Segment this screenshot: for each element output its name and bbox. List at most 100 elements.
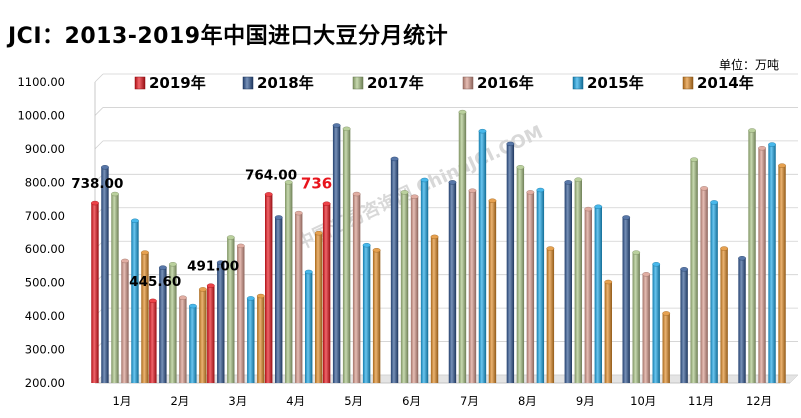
bar bbox=[275, 217, 283, 383]
x-tick-label: 2月 bbox=[170, 394, 189, 408]
grid-depth-line bbox=[94, 73, 104, 83]
bar-top bbox=[188, 303, 197, 309]
bar bbox=[680, 269, 688, 383]
bar-top bbox=[680, 267, 689, 272]
bar-top bbox=[216, 260, 225, 265]
bar-top bbox=[468, 188, 477, 193]
bar bbox=[217, 262, 225, 383]
bar-top bbox=[758, 146, 766, 151]
y-tick-label: 500.00 bbox=[25, 276, 65, 290]
bar bbox=[584, 209, 592, 383]
bar-top bbox=[131, 218, 139, 223]
x-tick-label: 1月 bbox=[113, 394, 132, 408]
bar bbox=[536, 190, 545, 383]
bar bbox=[748, 130, 756, 383]
bar bbox=[149, 300, 157, 383]
bar-top bbox=[652, 262, 661, 267]
bar-top bbox=[584, 206, 593, 212]
x-tick-label: 3月 bbox=[228, 394, 247, 408]
x-tick-label: 10月 bbox=[630, 394, 656, 408]
y-tick-label: 200.00 bbox=[25, 376, 65, 390]
bar-top bbox=[236, 243, 245, 249]
y-tick-label: 800.00 bbox=[25, 175, 65, 189]
bar-top bbox=[546, 246, 555, 251]
bar-top bbox=[178, 295, 187, 300]
bar-top bbox=[430, 234, 439, 240]
legend-label: 2015年 bbox=[587, 74, 644, 92]
bar bbox=[604, 281, 612, 383]
bar-top bbox=[420, 177, 429, 183]
bar-top bbox=[410, 194, 419, 199]
bar bbox=[285, 182, 293, 383]
bar-top bbox=[121, 258, 129, 264]
bar-top bbox=[168, 262, 177, 267]
y-tick-label: 900.00 bbox=[25, 142, 65, 156]
bar-top bbox=[662, 311, 671, 316]
bar bbox=[101, 167, 109, 383]
data-label: 764.00 bbox=[245, 167, 297, 183]
y-tick-label: 1000.00 bbox=[17, 108, 65, 122]
bar bbox=[516, 167, 525, 383]
bar bbox=[342, 128, 351, 383]
y-tick-label: 1100.00 bbox=[17, 75, 65, 89]
bar-top bbox=[158, 265, 167, 270]
bar-top bbox=[594, 204, 603, 209]
data-label: 738.00 bbox=[71, 176, 123, 192]
bar bbox=[410, 196, 419, 383]
bar bbox=[322, 203, 331, 383]
bar-top bbox=[362, 243, 371, 248]
y-tick-label: 700.00 bbox=[25, 209, 65, 223]
bar bbox=[400, 192, 409, 383]
bar-top bbox=[400, 190, 409, 195]
bar bbox=[305, 271, 313, 383]
bar bbox=[478, 131, 487, 383]
bar-top bbox=[342, 126, 351, 132]
legend-swatch bbox=[462, 76, 474, 90]
bar-top bbox=[458, 109, 467, 115]
bar-top bbox=[101, 165, 109, 170]
bar-top bbox=[478, 128, 487, 134]
bar bbox=[526, 192, 535, 383]
bar-top bbox=[700, 186, 709, 191]
bar bbox=[199, 289, 207, 383]
bar bbox=[574, 179, 582, 383]
bar bbox=[169, 264, 177, 383]
bar-top bbox=[778, 163, 786, 168]
chart-title: JCI：2013-2019年中国进口大豆分月统计 bbox=[8, 24, 449, 49]
bar bbox=[179, 297, 187, 383]
bar bbox=[131, 220, 139, 383]
bar bbox=[448, 182, 457, 383]
data-label: 736 bbox=[301, 175, 332, 193]
bar-top bbox=[322, 201, 331, 206]
bar bbox=[91, 203, 99, 383]
bar bbox=[372, 250, 381, 383]
bar bbox=[652, 264, 660, 383]
bar bbox=[710, 202, 718, 383]
legend-label: 2017年 bbox=[367, 74, 424, 92]
bar bbox=[390, 158, 399, 383]
bar-top bbox=[516, 165, 525, 170]
bar bbox=[159, 267, 167, 383]
bar bbox=[758, 148, 766, 383]
bar-top bbox=[768, 142, 776, 147]
bar bbox=[352, 194, 361, 383]
bar bbox=[622, 217, 630, 383]
bar bbox=[207, 285, 215, 383]
bar-top bbox=[622, 215, 631, 220]
bar bbox=[700, 188, 708, 383]
bar bbox=[468, 190, 477, 383]
bar bbox=[189, 306, 197, 383]
bar-top bbox=[564, 180, 573, 185]
bar bbox=[642, 274, 650, 383]
bar bbox=[315, 233, 323, 383]
y-tick-label: 400.00 bbox=[25, 309, 65, 323]
bar bbox=[141, 252, 149, 383]
bar bbox=[332, 125, 341, 383]
legend-label: 2019年 bbox=[149, 74, 206, 92]
bar-top bbox=[226, 235, 235, 240]
bar-top bbox=[506, 141, 515, 147]
x-tick-label: 7月 bbox=[460, 394, 479, 408]
bar bbox=[430, 236, 439, 383]
bar bbox=[121, 260, 129, 383]
